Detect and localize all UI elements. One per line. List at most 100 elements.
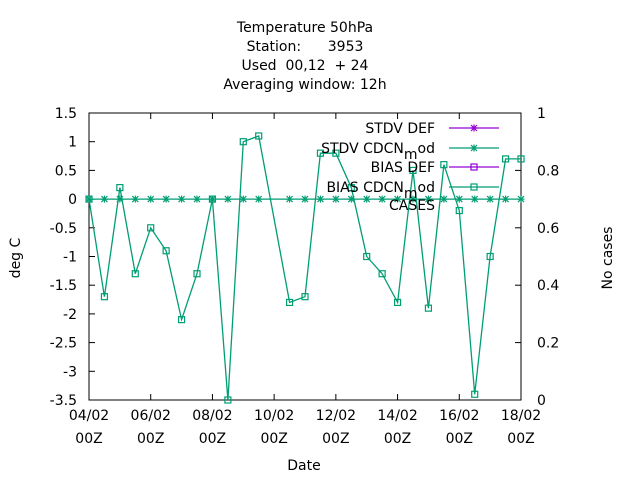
data-point (286, 195, 294, 203)
x-tick-label-date: 04/02 (69, 408, 109, 424)
legend-entry: CASES (389, 198, 435, 214)
y-tick-label: -2.5 (50, 336, 77, 352)
data-point (177, 316, 186, 324)
data-point (332, 149, 340, 157)
y-tick-label: -1 (63, 250, 77, 266)
data-point (501, 155, 510, 163)
legend-entry: STDV CDCNmod (321, 141, 499, 163)
data-point (363, 195, 371, 203)
data-point (316, 149, 325, 157)
series-bias-cdcn-mod (85, 132, 525, 404)
title-line-4: Averaging window: 12h (223, 77, 386, 93)
x-tick-label-date: 18/02 (501, 408, 541, 424)
plot-border (88, 112, 522, 401)
data-point (116, 184, 124, 192)
data-point (409, 195, 417, 203)
data-point (208, 195, 217, 203)
y2-tick-label: 0.2 (537, 336, 559, 352)
x-tick-label-time: 00Z (507, 431, 534, 447)
chart-title: Temperature 50hPa Station: 3953 Used 00,… (223, 20, 386, 93)
legend-label: STDV CDCNmod (321, 141, 435, 163)
x-tick-label-time: 00Z (75, 431, 102, 447)
data-point (409, 166, 417, 174)
data-point (440, 161, 448, 169)
data-point (424, 304, 433, 312)
data-point (316, 195, 324, 203)
x-axis-label: Date (287, 458, 320, 474)
data-point (378, 195, 386, 203)
title-line-3: Used 00,12 + 24 (242, 58, 369, 74)
y-tick-label: 1 (68, 135, 77, 151)
legend-entry: BIAS DEF (371, 160, 499, 176)
legend-label: BIAS CDCNmod (326, 180, 435, 202)
data-point (471, 195, 479, 203)
x-tick-label-time: 00Z (384, 431, 411, 447)
x-tick-label-time: 00Z (322, 431, 349, 447)
data-point (486, 252, 494, 261)
x-tick-label-date: 12/02 (316, 408, 356, 424)
data-point (347, 184, 355, 192)
axes: -3.5 -3 -2.5 -2 -1.5 -1 -0.5 0 0.5 1 1.5 0 0.2 0.4 0.6… (50, 106, 560, 447)
x-tick-label-time: 00Z (446, 431, 473, 447)
data-point (517, 195, 525, 203)
y-tick-label: -3.5 (50, 393, 77, 409)
series-layer (85, 132, 525, 404)
title-line-1: Temperature 50hPa (236, 20, 373, 36)
data-point (255, 132, 263, 140)
legend-entry: BIAS CDCNmod (326, 180, 499, 202)
series-stdv-cdcn-mod (85, 195, 525, 203)
data-point (363, 252, 371, 261)
data-point (162, 195, 170, 203)
y-tick-label: 1.5 (55, 106, 77, 122)
legend-label: STDV DEF (365, 121, 435, 137)
data-point (424, 195, 432, 203)
data-point (394, 195, 402, 203)
data-point (100, 293, 109, 301)
data-point (486, 195, 494, 203)
y-tick-label: 0.5 (55, 163, 77, 179)
data-point (332, 195, 340, 203)
legend-sample-marker (470, 183, 478, 191)
legend-sample-marker (470, 124, 478, 132)
data-point (224, 396, 232, 404)
data-point (85, 195, 93, 203)
data-point (147, 224, 155, 232)
title-line-2: Station: 3953 (247, 39, 364, 55)
data-point (455, 195, 463, 203)
data-point (193, 270, 201, 278)
y2-axis-label: No cases (600, 227, 616, 290)
x-tick-label-time: 00Z (260, 431, 287, 447)
x-tick-label-time: 00Z (137, 431, 164, 447)
data-point (178, 195, 186, 203)
data-point (100, 195, 108, 203)
y2-tick-label: 0.8 (537, 163, 559, 179)
x-tick-label-date: 14/02 (377, 408, 417, 424)
y2-tick-label: 0.6 (537, 221, 559, 237)
data-point (301, 195, 309, 203)
data-point (193, 195, 201, 203)
x-tick-label-date: 06/02 (131, 408, 171, 424)
data-point (285, 298, 294, 307)
data-point (131, 270, 139, 278)
legend-sample-marker (470, 163, 478, 171)
x-tick-label-date: 08/02 (192, 408, 232, 424)
y2-tick-label: 1 (537, 106, 546, 122)
legend-entry: STDV DEF (365, 121, 499, 137)
y-axis-label: deg C (8, 237, 24, 278)
y2-tick-label: 0 (537, 393, 546, 409)
data-point (224, 195, 232, 203)
data-point (255, 195, 263, 203)
legend-sample-marker (470, 144, 478, 152)
data-point (517, 155, 525, 163)
data-point (239, 138, 247, 146)
data-point (147, 195, 155, 203)
data-point (471, 390, 479, 398)
legend-label: CASES (389, 198, 435, 214)
legend-label: BIAS DEF (371, 160, 435, 176)
x-tick-label-date: 10/02 (254, 408, 294, 424)
data-point (131, 195, 139, 203)
data-point (239, 195, 247, 203)
